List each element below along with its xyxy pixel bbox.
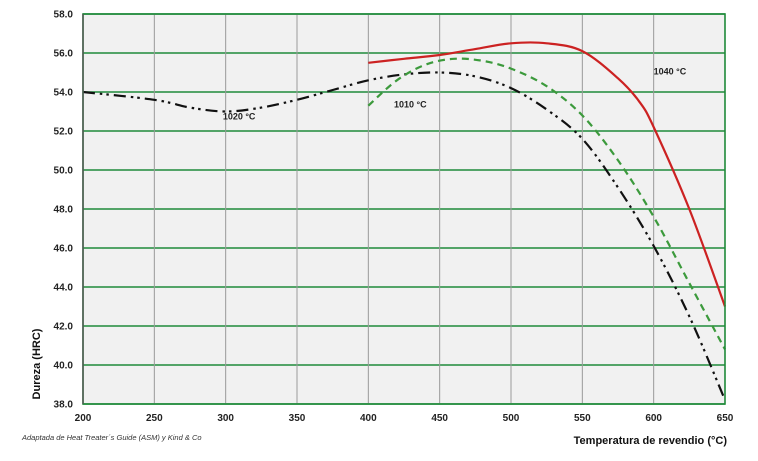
x-tick-label: 450 [431,413,448,424]
y-tick-label: 44.0 [54,283,74,294]
axes [82,13,726,405]
x-axis-label: Temperatura de revendio (°C) [574,435,728,447]
curve-label: 1040 °C [654,66,687,76]
series-line-1020 [82,71,727,401]
series-line-1010 [367,57,726,350]
y-tick-label: 52.0 [54,127,74,138]
y-tick-label: 46.0 [54,244,74,255]
x-tick-label: 350 [289,413,306,424]
x-tick-label: 600 [645,413,662,424]
y-tick-label: 58.0 [54,10,74,21]
y-tick-label: 38.0 [54,400,74,411]
x-tick-label: 550 [574,413,591,424]
y-tick-label: 50.0 [54,166,74,177]
series-line-1040 [368,41,727,307]
y-axis-label: Dureza (HRC) [31,328,43,399]
annotations: 1020 °C 1010 °C 1040 °C [223,66,687,121]
x-tick-label: 250 [146,413,163,424]
y-tick-label: 56.0 [54,49,74,60]
series-lines [82,41,727,401]
y-tick-label: 40.0 [54,361,74,372]
y-tick-label: 48.0 [54,205,74,216]
curve-label: 1010 °C [394,100,427,110]
x-tick-label: 300 [217,413,234,424]
y-tick-label: 54.0 [54,88,74,99]
tick-labels: 38.0 40.0 42.0 44.0 46.0 48.0 50.0 52.0 54.0 56.0… [54,10,734,425]
x-tick-label: 400 [360,413,377,424]
x-tick-label: 650 [717,413,734,424]
y-tick-label: 42.0 [54,322,74,333]
x-tick-label: 500 [503,413,520,424]
curve-label: 1020 °C [223,111,256,121]
source-note: Adaptada de Heat Treater´s Guide (ASM) y… [21,433,202,442]
x-tick-label: 200 [75,413,92,424]
